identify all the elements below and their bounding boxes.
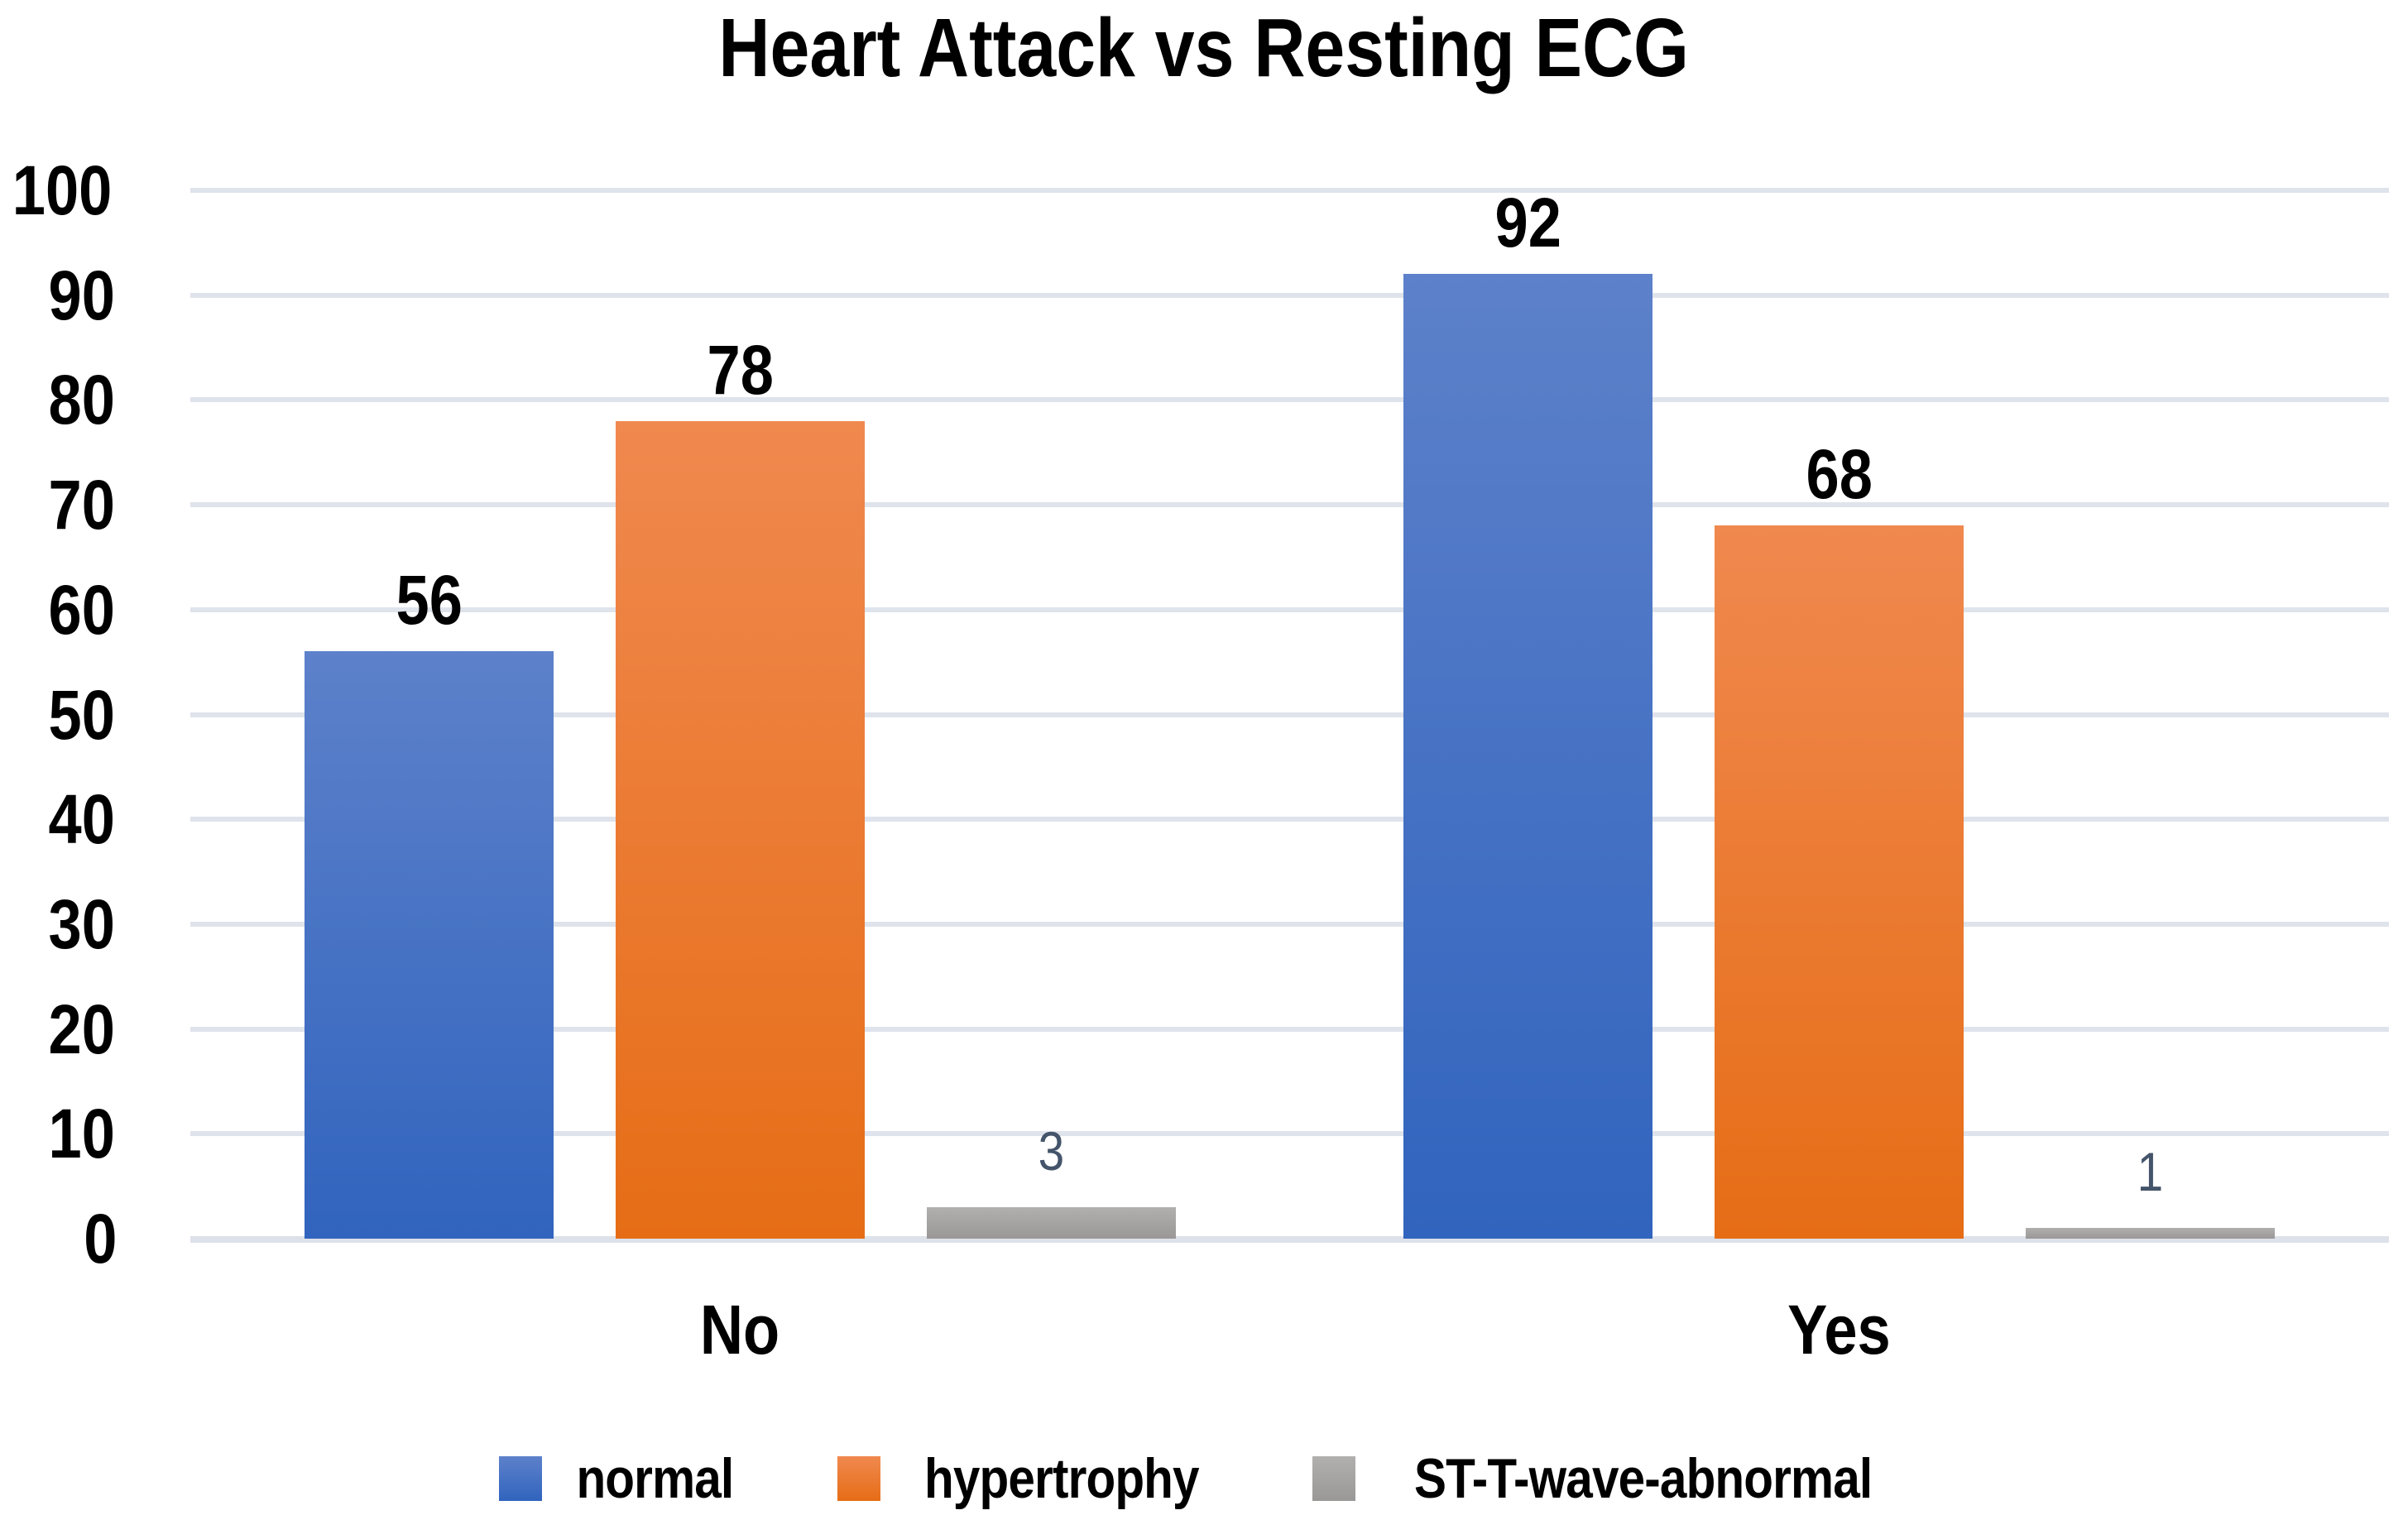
category-label-No: No	[533, 1295, 947, 1364]
data-label-text: 56	[396, 561, 463, 640]
legend-swatch-icon	[837, 1456, 880, 1501]
gridline	[190, 397, 2389, 403]
gridline	[190, 712, 2389, 717]
y-tick-label-text: 10	[48, 1095, 115, 1173]
y-tick-label-text: 80	[48, 361, 115, 439]
gridline	[190, 817, 2389, 822]
y-tick-label: 0	[0, 1204, 120, 1273]
legend-label: hypertrophy	[902, 1449, 1221, 1508]
gridline	[190, 502, 2389, 508]
data-label-ST-T-wave-abnormal-No: 3	[885, 1124, 1216, 1178]
chart-title-text: Heart Attack vs Resting ECG	[718, 2, 1690, 94]
data-label-normal-Yes: 92	[1363, 188, 1694, 257]
data-label-normal-No: 56	[263, 565, 594, 635]
y-tick-label: 100	[0, 156, 120, 225]
data-label-ST-T-wave-abnormal-Yes: 1	[1985, 1144, 2316, 1199]
legend-label: ST-T-wave-abnormal	[1377, 1449, 1909, 1508]
y-tick-label-text: 100	[12, 151, 113, 229]
gridline	[190, 188, 2389, 193]
data-label-hypertrophy-Yes: 68	[1674, 439, 2005, 509]
chart-title: Heart Attack vs Resting ECG	[0, 2, 2408, 94]
y-tick-label-text: 30	[48, 885, 115, 963]
data-label-text: 68	[1806, 435, 1873, 514]
data-label-text: 1	[2137, 1141, 2164, 1203]
legend-item-normal: normal	[499, 1449, 746, 1508]
gridline	[190, 921, 2389, 927]
bar-normal-Yes	[1403, 274, 1653, 1239]
bar-normal-No	[304, 651, 554, 1239]
data-label-text: 92	[1494, 184, 1561, 262]
y-tick-label: 50	[0, 680, 120, 750]
legend-label-text: hypertrophy	[923, 1447, 1200, 1510]
y-tick-label: 70	[0, 470, 120, 539]
x-axis-baseline	[190, 1236, 2389, 1243]
bar-ST-T-wave-abnormal-Yes	[2026, 1228, 2276, 1239]
y-tick-label-text: 20	[48, 990, 115, 1068]
y-tick-label: 20	[0, 995, 120, 1064]
y-tick-label-text: 0	[84, 1200, 118, 1278]
y-tick-label-text: 90	[48, 256, 115, 334]
category-label-text: Yes	[1787, 1291, 1892, 1369]
bar-ST-T-wave-abnormal-No	[926, 1207, 1176, 1239]
bar-hypertrophy-No	[615, 420, 865, 1239]
y-tick-label-text: 50	[48, 675, 115, 754]
bar-hypertrophy-Yes	[1715, 525, 1964, 1239]
plot-area: 56 78 3 92 68 1	[190, 188, 2389, 1243]
gridline	[190, 606, 2389, 612]
gridline	[190, 292, 2389, 298]
legend-label: normal	[564, 1449, 746, 1508]
category-label-text: No	[700, 1291, 780, 1369]
y-tick-label-text: 60	[48, 570, 115, 649]
y-tick-label: 40	[0, 784, 120, 854]
category-label-Yes: Yes	[1633, 1295, 2046, 1364]
y-tick-label: 10	[0, 1099, 120, 1168]
legend-swatch-icon	[499, 1456, 543, 1501]
legend-label-text: normal	[576, 1447, 735, 1510]
legend: normal hypertrophy ST-T-wave-abnormal	[0, 1441, 2408, 1516]
gridline	[190, 1026, 2389, 1032]
y-tick-label-text: 70	[48, 466, 115, 544]
y-tick-label: 90	[0, 261, 120, 330]
legend-swatch-icon	[1312, 1456, 1355, 1501]
gridline	[190, 1131, 2389, 1137]
legend-item-hypertrophy: hypertrophy	[837, 1449, 1221, 1508]
data-label-text: 3	[1038, 1120, 1065, 1182]
y-tick-label: 30	[0, 889, 120, 959]
data-label-text: 78	[707, 330, 774, 409]
y-tick-label: 60	[0, 575, 120, 645]
data-label-hypertrophy-No: 78	[574, 335, 905, 405]
y-tick-label: 80	[0, 365, 120, 434]
legend-item-ST-T-wave-abnormal: ST-T-wave-abnormal	[1312, 1449, 1909, 1508]
legend-label-text: ST-T-wave-abnormal	[1413, 1447, 1873, 1510]
y-tick-label-text: 40	[48, 780, 115, 859]
